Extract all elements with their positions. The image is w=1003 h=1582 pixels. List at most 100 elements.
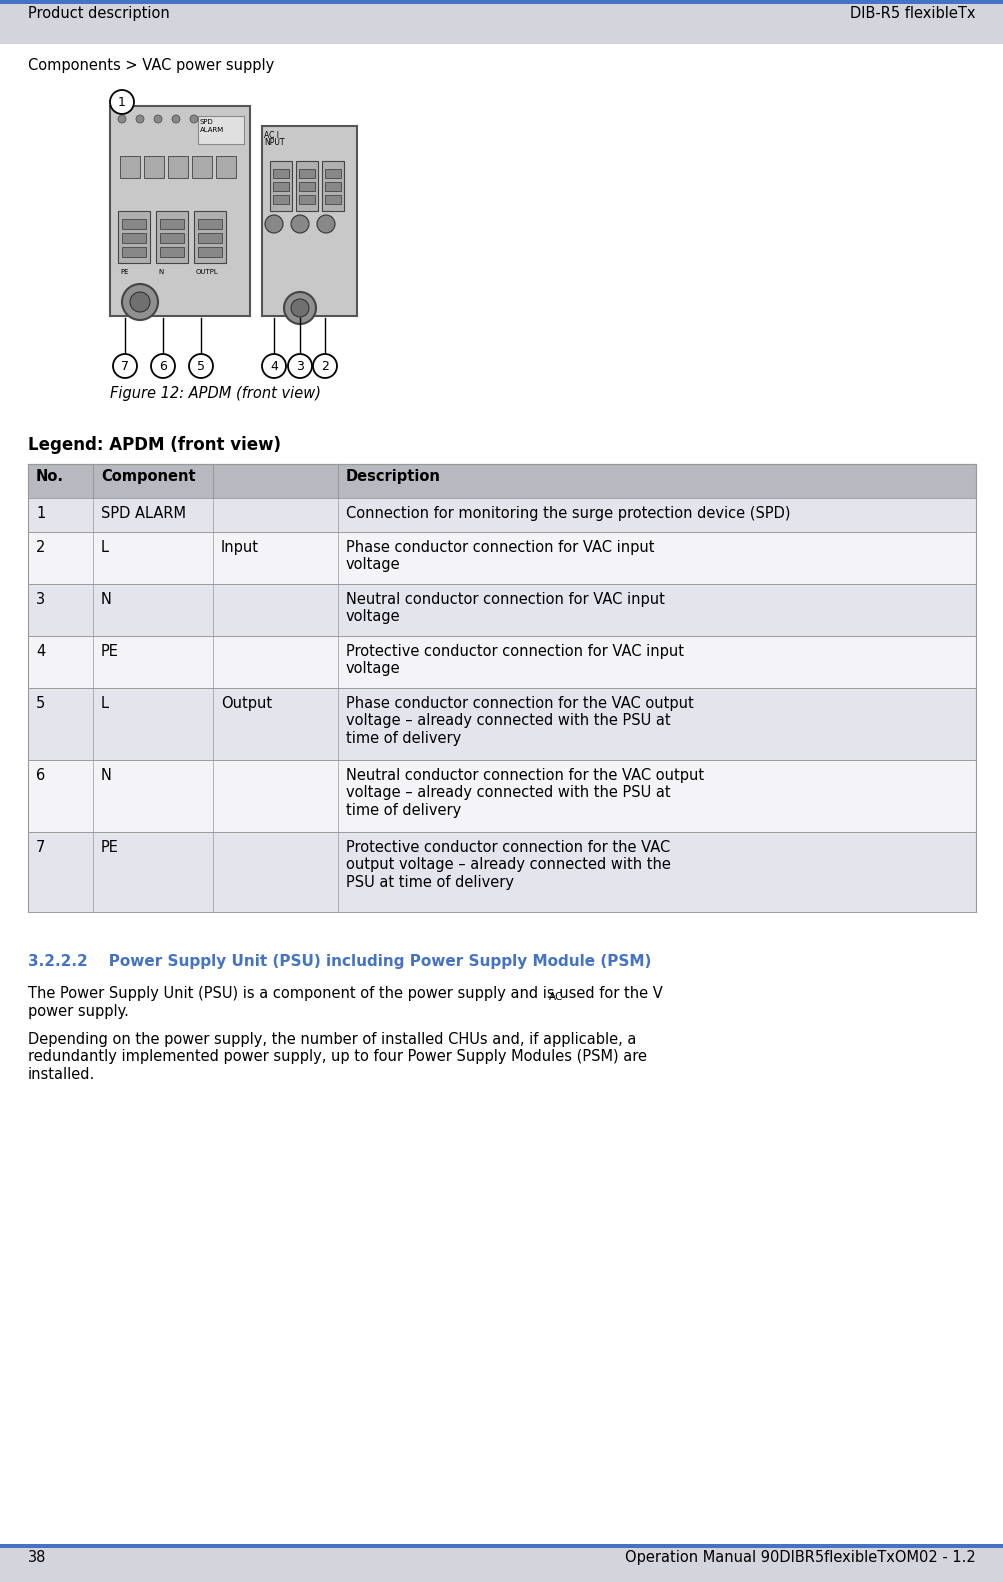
Bar: [159, 233, 184, 244]
Bar: [155, 210, 188, 263]
Bar: [122, 247, 145, 256]
Circle shape: [190, 115, 198, 123]
Bar: [198, 247, 222, 256]
Circle shape: [122, 285, 157, 320]
Circle shape: [172, 115, 180, 123]
Text: Input: Input: [221, 539, 259, 555]
Text: DIB-R5 flexibleTx: DIB-R5 flexibleTx: [850, 6, 975, 21]
Text: SPD: SPD: [200, 119, 214, 125]
Bar: [28, 759, 975, 832]
Text: L: L: [101, 539, 109, 555]
Bar: [216, 157, 236, 179]
Text: ALARM: ALARM: [200, 127, 224, 133]
Circle shape: [291, 215, 309, 233]
Text: 7: 7: [36, 840, 45, 854]
Text: Description: Description: [346, 468, 440, 484]
Bar: [262, 127, 357, 316]
Bar: [0, 5, 1003, 44]
Text: Component: Component: [101, 468, 196, 484]
Text: 7: 7: [121, 359, 128, 372]
Bar: [192, 157, 212, 179]
Text: 2: 2: [321, 359, 329, 372]
Text: 4: 4: [36, 644, 45, 660]
Text: 3: 3: [296, 359, 304, 372]
Bar: [0, 1544, 1003, 1549]
Text: 3.2.2.2    Power Supply Unit (PSU) including Power Supply Module (PSM): 3.2.2.2 Power Supply Unit (PSU) includin…: [28, 954, 651, 970]
Text: N: N: [101, 592, 111, 607]
Bar: [159, 218, 184, 229]
Bar: [159, 247, 184, 256]
Text: PE: PE: [101, 644, 118, 660]
Circle shape: [150, 354, 175, 378]
Text: N: N: [157, 269, 163, 275]
Circle shape: [118, 115, 125, 123]
Bar: [0, 0, 1003, 5]
Bar: [122, 218, 145, 229]
Text: 3: 3: [36, 592, 45, 607]
Bar: [143, 157, 163, 179]
Text: Protective conductor connection for the VAC
output voltage – already connected w: Protective conductor connection for the …: [346, 840, 670, 889]
Text: N: N: [101, 767, 111, 783]
Text: NPUT: NPUT: [264, 138, 284, 147]
Circle shape: [262, 354, 286, 378]
Bar: [322, 161, 344, 210]
Text: 1: 1: [36, 506, 45, 520]
Bar: [325, 169, 341, 179]
Text: L: L: [101, 696, 109, 710]
Text: AC: AC: [549, 992, 563, 1001]
Circle shape: [129, 293, 149, 312]
Text: 6: 6: [158, 359, 166, 372]
Bar: [299, 182, 315, 191]
Circle shape: [284, 293, 316, 324]
Text: Protective conductor connection for VAC input
voltage: Protective conductor connection for VAC …: [346, 644, 683, 677]
Text: 2: 2: [36, 539, 45, 555]
Bar: [28, 498, 975, 532]
Text: Operation Manual 90DIBR5flexibleTxOM02 - 1.2: Operation Manual 90DIBR5flexibleTxOM02 -…: [625, 1550, 975, 1565]
Circle shape: [153, 115, 161, 123]
Bar: [325, 182, 341, 191]
Text: Phase conductor connection for the VAC output
voltage – already connected with t: Phase conductor connection for the VAC o…: [346, 696, 693, 745]
Bar: [194, 210, 226, 263]
Bar: [299, 169, 315, 179]
Text: Figure 12: APDM (front view): Figure 12: APDM (front view): [110, 386, 321, 400]
Circle shape: [288, 354, 312, 378]
Bar: [270, 161, 292, 210]
Text: power supply.: power supply.: [28, 1005, 128, 1019]
Bar: [168, 157, 188, 179]
Text: OUTPL: OUTPL: [196, 269, 219, 275]
Text: PE: PE: [120, 269, 128, 275]
Circle shape: [313, 354, 337, 378]
Text: Depending on the power supply, the number of installed CHUs and, if applicable, : Depending on the power supply, the numbe…: [28, 1031, 646, 1082]
Bar: [118, 210, 149, 263]
Bar: [273, 169, 289, 179]
Bar: [273, 195, 289, 204]
Text: SPD ALARM: SPD ALARM: [101, 506, 186, 520]
Text: Product description: Product description: [28, 6, 170, 21]
Circle shape: [189, 354, 213, 378]
Text: Components > VAC power supply: Components > VAC power supply: [28, 59, 274, 73]
Bar: [28, 688, 975, 759]
Text: Phase conductor connection for VAC input
voltage: Phase conductor connection for VAC input…: [346, 539, 654, 573]
Text: AC I: AC I: [264, 131, 279, 139]
Text: The Power Supply Unit (PSU) is a component of the power supply and is used for t: The Power Supply Unit (PSU) is a compone…: [28, 986, 662, 1001]
Text: Neutral conductor connection for VAC input
voltage: Neutral conductor connection for VAC inp…: [346, 592, 664, 625]
Text: 1: 1: [118, 95, 125, 109]
Circle shape: [135, 115, 143, 123]
Circle shape: [291, 299, 309, 316]
Bar: [28, 832, 975, 911]
Bar: [325, 195, 341, 204]
Text: No.: No.: [36, 468, 64, 484]
Circle shape: [265, 215, 283, 233]
Bar: [28, 636, 975, 688]
Bar: [273, 182, 289, 191]
Bar: [122, 233, 145, 244]
Bar: [198, 218, 222, 229]
Bar: [28, 464, 975, 498]
Bar: [198, 115, 244, 144]
Text: Output: Output: [221, 696, 272, 710]
Text: 6: 6: [36, 767, 45, 783]
Text: Connection for monitoring the surge protection device (SPD): Connection for monitoring the surge prot…: [346, 506, 789, 520]
Bar: [110, 106, 250, 316]
Bar: [120, 157, 139, 179]
Bar: [28, 532, 975, 584]
